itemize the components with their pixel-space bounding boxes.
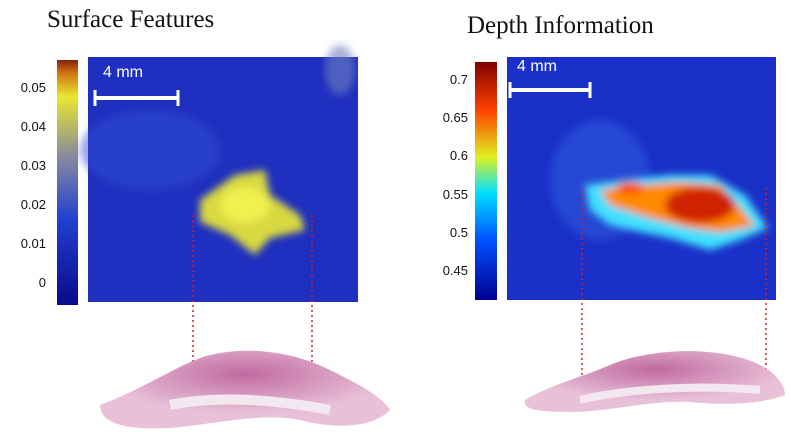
- colorbar-tick-label: 0.02: [0, 197, 46, 212]
- colorbar-tick-label: 0.04: [0, 119, 46, 134]
- panel-title: Depth Information: [467, 12, 654, 40]
- colorbar-tick-label: 0.55: [420, 187, 468, 202]
- colorbar-tick-label: 0.7: [420, 72, 468, 87]
- colorbar-tick-label: 0.5: [420, 225, 468, 240]
- scale-label: 4 mm: [517, 58, 557, 76]
- colorbar-tick-label: 0.01: [0, 236, 46, 251]
- colorbar-ticks: 0.05 0.04 0.03 0.02 0.01 0: [0, 80, 46, 290]
- colorbar-tick-label: 0: [0, 275, 46, 290]
- colorbar-tick-label: 0.65: [420, 110, 468, 125]
- colorbar-tick-label: 0.05: [0, 80, 46, 95]
- page: Surface Features Depth Information 4 mm …: [0, 0, 791, 439]
- histology: [525, 351, 785, 412]
- colorbar: [475, 62, 497, 300]
- colorbar-tick-label: 0.6: [420, 148, 468, 163]
- colorbar-tick-label: 0.45: [420, 263, 468, 278]
- colorbar-ticks: 0.7 0.65 0.6 0.55 0.5 0.45: [420, 72, 468, 278]
- colorbar: [57, 60, 78, 305]
- histology: [100, 351, 390, 429]
- scale-label: 4 mm: [103, 64, 143, 82]
- colorbar-tick-label: 0.03: [0, 158, 46, 173]
- panel-title: Surface Features: [47, 6, 214, 34]
